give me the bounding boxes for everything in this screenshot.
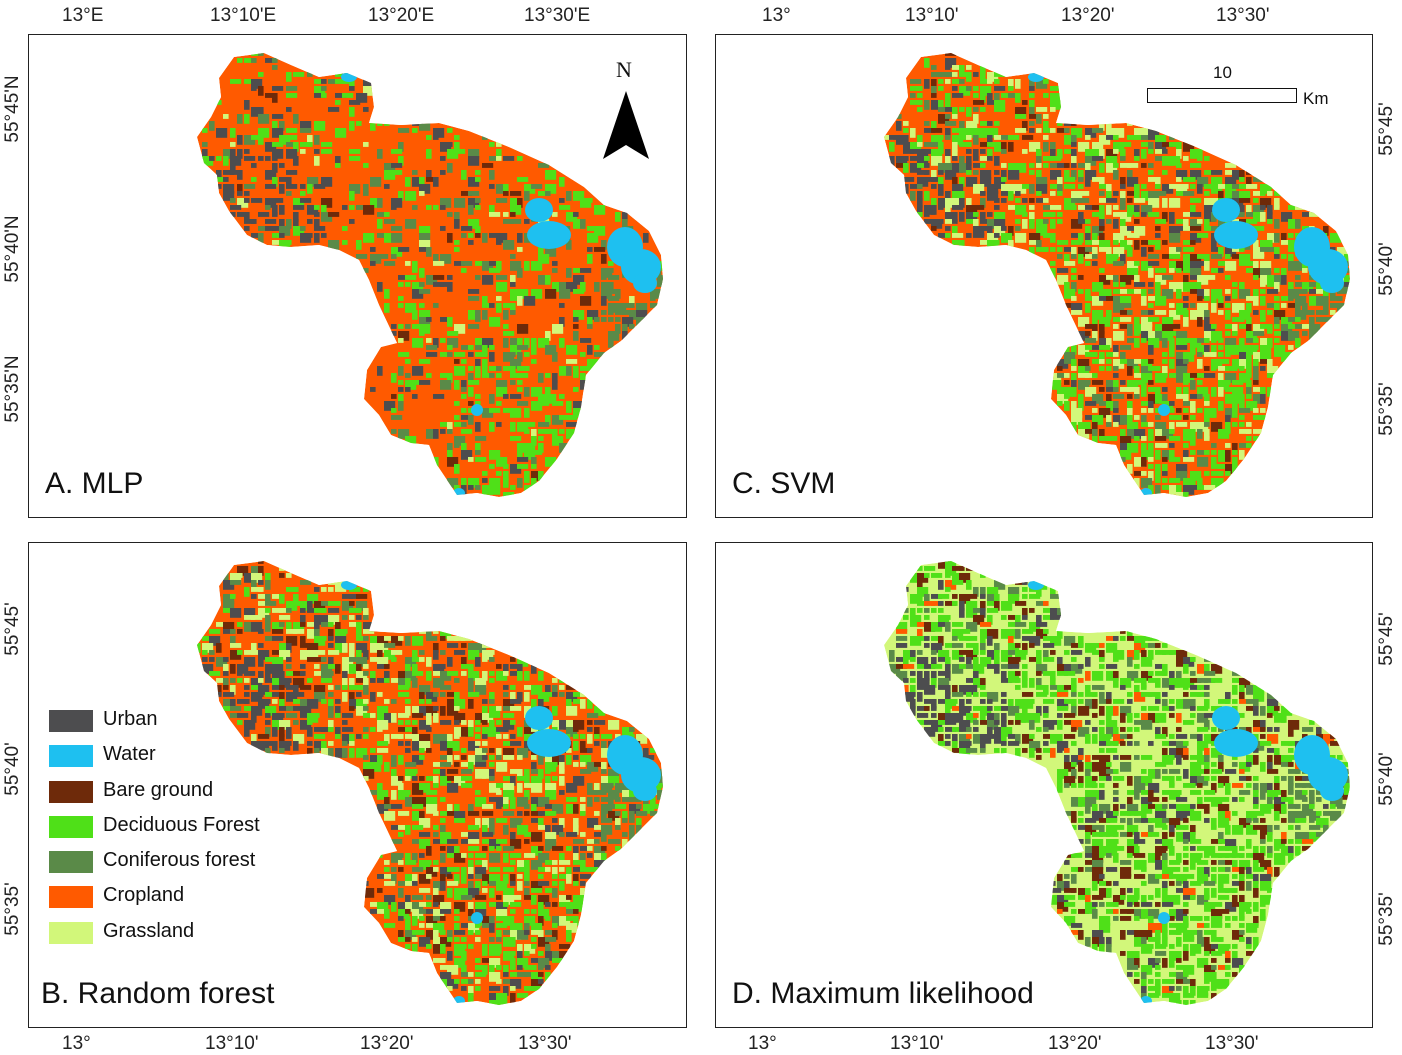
legend-label: Water [103,743,156,766]
tick-c-top: 13°30' [1216,5,1270,26]
legend-swatch [49,745,93,768]
classification-map-mlp [197,53,663,497]
legend-label: Coniferous forest [103,849,256,872]
land-cover-raster [197,53,663,497]
tick-a-top: 13°20'E [368,5,435,26]
land-cover-raster [884,561,1350,1005]
tick-a-left: 55°40'N [2,215,23,283]
legend-swatch [49,921,93,944]
map-panel-mlp: N A. MLP [28,34,687,518]
tick-c-top: 13° [762,5,791,26]
tick-b-bottom: 13°30' [518,1033,572,1054]
scale-bar-unit: Km [1303,89,1329,108]
land-cover-raster [884,53,1350,497]
legend-swatch [49,886,93,909]
tick-b-bottom: 13°10' [205,1033,259,1054]
tick-b-left: 55°45' [2,602,23,656]
tick-d-bottom: 13° [748,1033,777,1054]
tick-a-top: 13°30'E [524,5,591,26]
north-arrow-icon [603,91,649,159]
scale-bar: 10 Km [1147,63,1347,113]
tick-d-bottom: 13°20' [1048,1033,1102,1054]
legend-swatch [49,710,93,732]
map-panel-maximum-likelihood: D. Maximum likelihood [715,542,1373,1028]
panel-title-svm: C. SVM [732,467,836,500]
tick-c-top: 13°20' [1061,5,1115,26]
tick-b-bottom: 13°20' [360,1033,414,1054]
tick-d-right: 55°40' [1376,752,1397,806]
tick-c-right: 55°35' [1376,382,1397,436]
tick-b-left: 55°40' [2,742,23,796]
panel-title-maximum-likelihood: D. Maximum likelihood [732,977,1034,1010]
classification-map-svm [884,53,1350,497]
map-panel-random-forest: Urban Water Bare ground Deciduous Forest Con… [28,542,687,1028]
north-label: N [616,57,632,82]
tick-d-bottom: 13°30' [1205,1033,1259,1054]
classification-map-maximum-likelihood [884,561,1350,1005]
tick-b-left: 55°35' [2,882,23,936]
tick-a-top: 13°E [62,5,104,26]
land-cover-raster [197,561,663,1005]
classification-map-random-forest [197,561,663,1005]
tick-c-right: 55°45' [1376,102,1397,156]
legend-label: Grassland [103,919,195,942]
legend-swatch [49,851,93,874]
panel-title-mlp: A. MLP [45,467,144,500]
legend-label: Urban [103,708,158,730]
tick-d-right: 55°35' [1376,892,1397,946]
panel-title-random-forest: B. Random forest [41,977,275,1010]
tick-d-right: 55°45' [1376,612,1397,666]
scale-bar-value: 10 [1213,63,1232,82]
tick-c-right: 55°40' [1376,242,1397,296]
tick-d-bottom: 13°10' [890,1033,944,1054]
map-panel-svm: 10 Km C. SVM [715,34,1373,518]
tick-a-left: 55°35'N [2,355,23,423]
north-arrow: N [599,57,653,167]
tick-c-top: 13°10' [905,5,959,26]
legend-label: Cropland [103,884,185,907]
legend-label: Deciduous Forest [103,813,260,836]
legend-swatch [49,815,93,838]
tick-a-left: 55°45'N [2,75,23,143]
tick-a-top: 13°10'E [210,5,277,26]
tick-b-bottom: 13° [62,1033,91,1054]
scale-bar-box [1147,88,1297,103]
legend-label: Bare ground [103,778,214,801]
legend-swatch [49,780,93,803]
